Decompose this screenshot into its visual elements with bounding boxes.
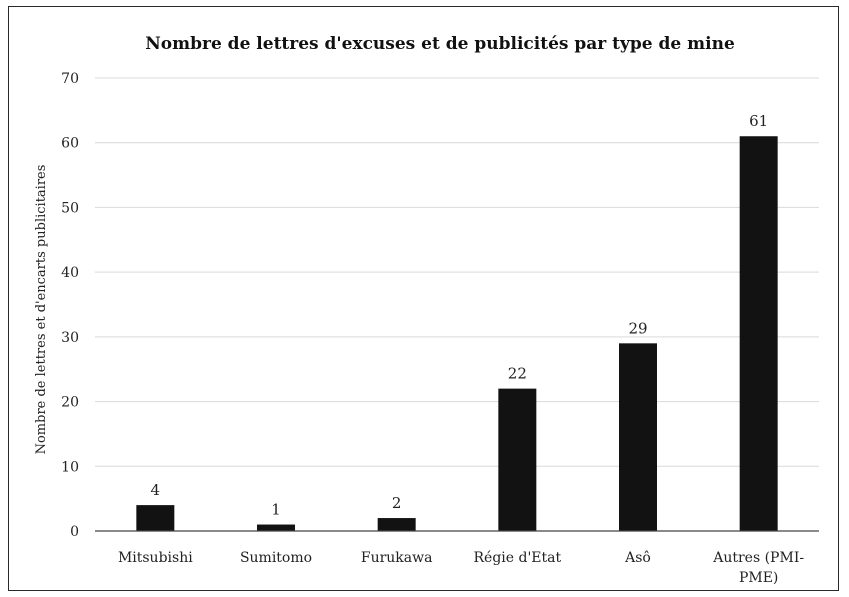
bar [257, 524, 295, 531]
y-tick-label: 40 [61, 265, 79, 281]
y-axis-title: Nombre de lettres et d'encarts publicita… [34, 165, 49, 455]
category-label: Mitsubishi [118, 550, 193, 566]
bar-chart: Nombre de lettres d'excuses et de public… [34, 34, 819, 586]
data-label: 22 [508, 365, 527, 383]
category-label: Sumitomo [240, 550, 312, 566]
data-label: 29 [628, 319, 647, 337]
bar [619, 343, 657, 531]
y-tick-label: 20 [61, 395, 79, 411]
chart-frame: Nombre de lettres d'excuses et de public… [8, 6, 839, 591]
y-tick-label: 30 [61, 330, 79, 346]
y-tick-label: 0 [70, 524, 79, 540]
y-tick-label: 50 [61, 200, 79, 216]
gridlines [95, 77, 819, 467]
data-label: 2 [392, 494, 402, 512]
category-label: Autres (PMI-PME) [712, 550, 804, 586]
category-label: Régie d'Etat [474, 550, 562, 566]
data-label: 1 [271, 501, 281, 519]
bar [739, 136, 778, 531]
category-label: Asô [624, 550, 651, 566]
category-label: Furukawa [361, 550, 433, 566]
category-labels: Mitsubishi Sumitomo Furukawa Régie d'Etat As… [118, 550, 804, 586]
data-label: 4 [151, 481, 161, 499]
y-tick-label: 70 [61, 71, 79, 87]
bars [136, 136, 778, 531]
bar [136, 505, 175, 531]
y-tick-label: 10 [61, 459, 79, 475]
y-tick-labels: 0 10 20 30 40 50 60 70 [61, 71, 79, 540]
y-tick-label: 60 [61, 136, 79, 152]
bar [377, 518, 416, 531]
chart-title: Nombre de lettres d'excuses et de public… [145, 34, 735, 54]
data-label: 61 [749, 112, 768, 130]
bar [498, 388, 537, 531]
